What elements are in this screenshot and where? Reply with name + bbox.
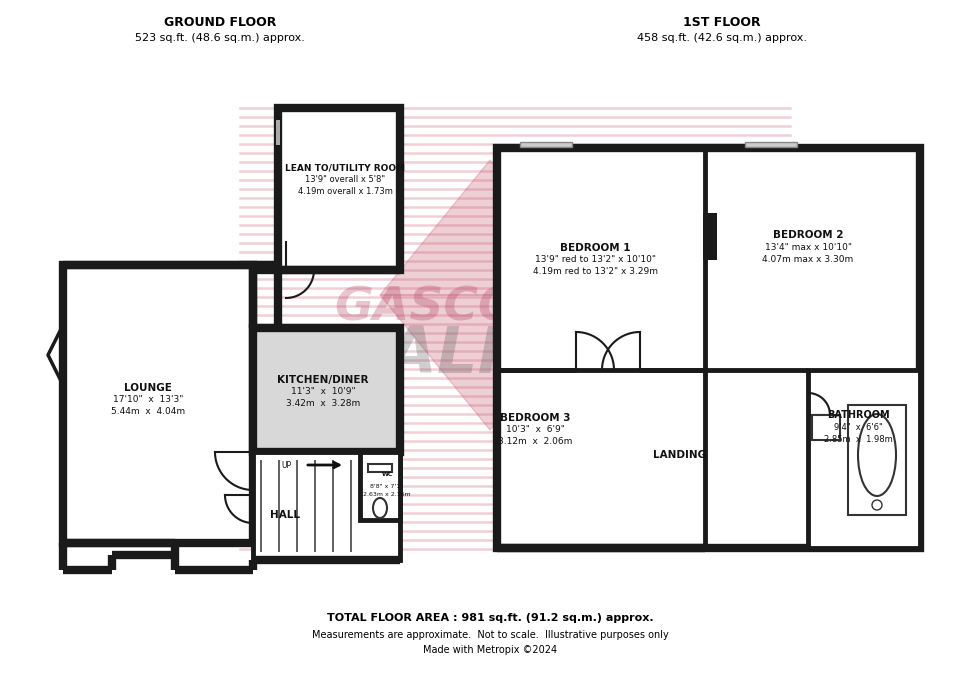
Text: HALL: HALL [270,510,300,520]
Text: 8'8" x 7'1": 8'8" x 7'1" [370,483,404,489]
Bar [703,213,717,260]
Bar [497,148,920,548]
Bar [63,265,253,543]
Text: BEDROOM 3: BEDROOM 3 [500,413,570,423]
Bar [812,415,840,440]
Ellipse shape [858,414,896,496]
Text: 3.12m  x  2.06m: 3.12m x 2.06m [498,437,572,446]
Bar [360,452,400,520]
Text: 3.42m  x  3.28m: 3.42m x 3.28m [286,400,360,408]
Text: 1ST FLOOR: 1ST FLOOR [683,16,760,28]
Text: 458 sq.ft. (42.6 sq.m.) approx.: 458 sq.ft. (42.6 sq.m.) approx. [637,33,807,43]
Text: 5.44m  x  4.04m: 5.44m x 4.04m [111,408,185,416]
Text: 523 sq.ft. (48.6 sq.m.) approx.: 523 sq.ft. (48.6 sq.m.) approx. [135,33,305,43]
Text: Made with Metropix ©2024: Made with Metropix ©2024 [423,645,557,655]
Text: LOUNGE: LOUNGE [124,383,172,393]
Text: 13'9" overall x 5'8": 13'9" overall x 5'8" [305,176,385,184]
Text: 2.63m x 2.16m: 2.63m x 2.16m [364,493,411,497]
Polygon shape [380,295,600,430]
Text: BATHROOM: BATHROOM [827,410,889,420]
Text: 2.85m  x  1.98m: 2.85m x 1.98m [823,435,893,443]
Text: 17'10"  x  13'3": 17'10" x 13'3" [113,396,183,404]
Bar [253,328,400,452]
Bar [253,452,400,560]
Bar [848,405,906,515]
Bar [520,142,572,147]
Text: 13'4" max x 10'10": 13'4" max x 10'10" [764,242,852,252]
Text: 10'3"  x  6'9": 10'3" x 6'9" [506,425,564,435]
Text: KITCHEN/DINER: KITCHEN/DINER [277,375,368,385]
Text: LANDING: LANDING [654,450,707,460]
Text: WC: WC [381,472,393,477]
Text: TOTAL FLOOR AREA : 981 sq.ft. (91.2 sq.m.) approx.: TOTAL FLOOR AREA : 981 sq.ft. (91.2 sq.m… [326,613,654,623]
Text: GASCOIGNE: GASCOIGNE [334,286,646,331]
Bar [808,370,920,548]
Polygon shape [380,160,600,295]
Text: LEAN TO/UTILITY ROOM: LEAN TO/UTILITY ROOM [285,163,405,173]
Text: BEDROOM 1: BEDROOM 1 [560,243,630,253]
Ellipse shape [373,498,387,518]
Text: Measurements are approximate.  Not to scale.  Illustrative purposes only: Measurements are approximate. Not to sca… [312,630,668,640]
Text: 13'9" red to 13'2" x 10'10": 13'9" red to 13'2" x 10'10" [534,256,656,265]
Text: 9'4"  x  6'6": 9'4" x 6'6" [834,423,882,431]
Text: 4.19m red to 13'2" x 3.29m: 4.19m red to 13'2" x 3.29m [532,267,658,277]
Text: GROUND FLOOR: GROUND FLOOR [164,16,276,28]
Bar [368,464,392,472]
Text: UP: UP [281,460,291,470]
Bar [745,142,797,147]
Circle shape [872,500,882,510]
Text: BEDROOM 2: BEDROOM 2 [773,230,843,240]
Text: 4.07m max x 3.30m: 4.07m max x 3.30m [762,254,854,263]
Bar [276,120,280,145]
Text: 11'3"  x  10'9": 11'3" x 10'9" [291,387,356,396]
Bar [278,108,400,270]
Text: HALMAN: HALMAN [335,324,645,386]
Text: 4.19m overall x 1.73m: 4.19m overall x 1.73m [298,188,392,196]
